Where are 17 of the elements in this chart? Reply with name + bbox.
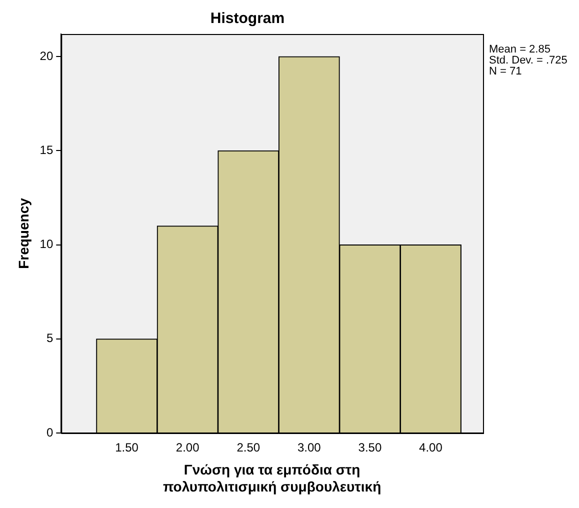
- text: Mean = 2.85: [489, 44, 550, 56]
- x-tick-label: 1.50: [115, 440, 139, 455]
- x-axis-title: Γνώση για τα εμπόδια στη πολυπολιτισμική συμβουλευτική: [162, 462, 382, 494]
- y-tick-label: 20: [40, 48, 54, 63]
- x-tick-label: 2.50: [236, 440, 260, 455]
- x-tick-label: 3.00: [297, 440, 322, 455]
- y-axis-title: Frequency: [15, 198, 32, 269]
- x-tick-label: 4.00: [419, 440, 443, 455]
- x-tick-label: 3.50: [358, 440, 382, 455]
- x-tick-label: 2.00: [176, 440, 200, 455]
- y-tick-label: 0: [46, 425, 54, 440]
- text: N = 71: [489, 66, 522, 78]
- y-tick-label: 15: [40, 143, 54, 157]
- y-tick-label: 10: [40, 237, 54, 252]
- y-tick-label: 5: [46, 331, 54, 346]
- chart-title: Histogram: [210, 10, 285, 28]
- text: Std. Dev. = .725: [489, 54, 568, 67]
